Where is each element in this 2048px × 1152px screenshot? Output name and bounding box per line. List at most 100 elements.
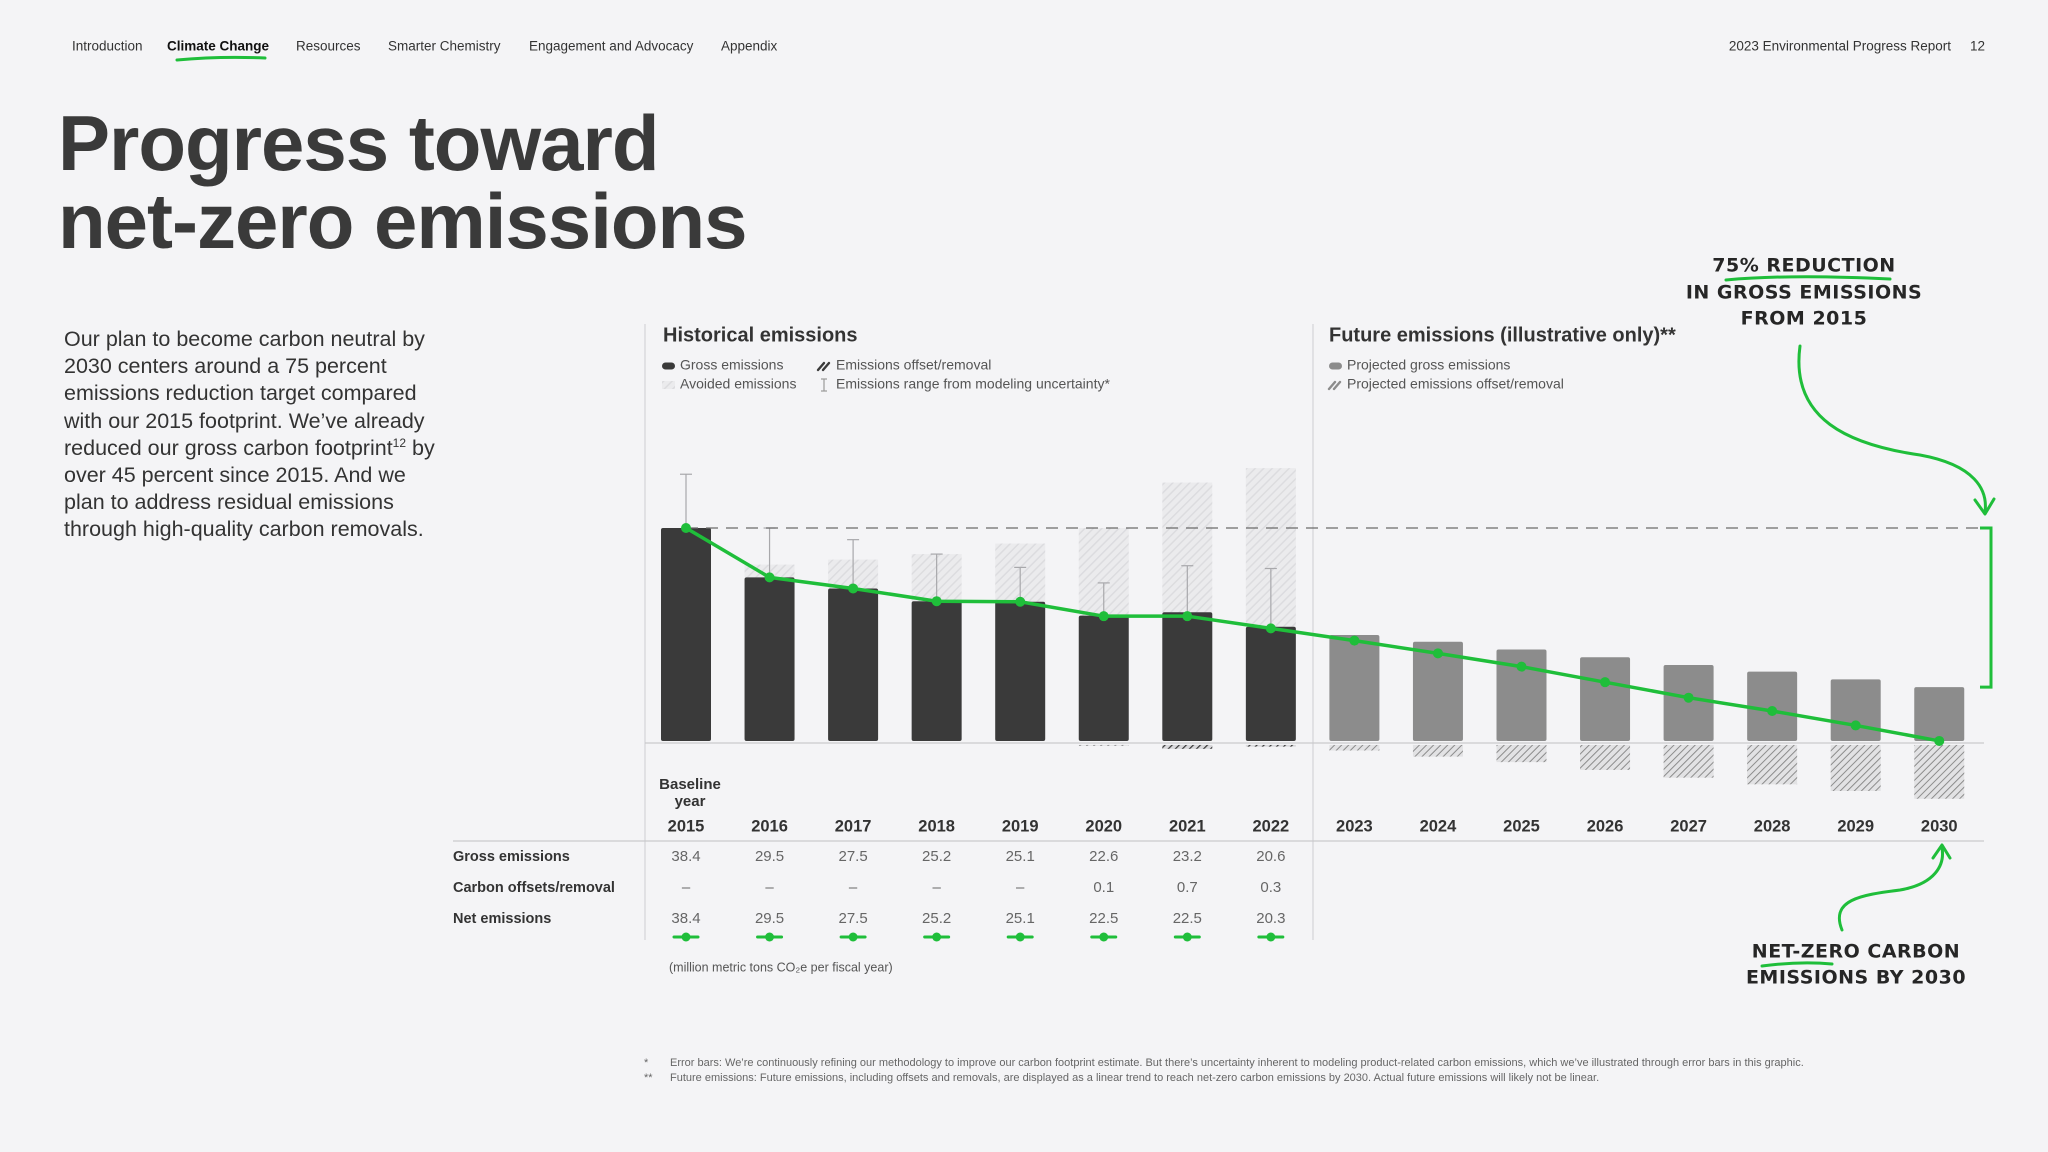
- table-cell: 25.1: [1006, 910, 1035, 927]
- table-cell: 20.3: [1256, 910, 1285, 927]
- table-cell: 22.5: [1089, 910, 1118, 927]
- annotation-arrow: [1837, 846, 1944, 932]
- net-line: [685, 526, 1940, 743]
- x-tick-label: 2023: [1336, 817, 1373, 835]
- annotation: EMISSIONS BY 2030: [1746, 967, 1966, 989]
- projected-offset-bar: [1914, 744, 1965, 799]
- row-label: Carbon offsets/removal: [453, 880, 615, 896]
- projected-gross-bar: [1914, 687, 1965, 741]
- table-cell: 29.5: [755, 848, 784, 865]
- net-marker-dot: [932, 932, 942, 942]
- table-cell: 38.4: [671, 848, 700, 865]
- row-label: Net emissions: [453, 911, 551, 927]
- annotation: FROM 2015: [1741, 308, 1868, 330]
- projected-gross-bar: [1663, 664, 1714, 741]
- gross-bar: [1162, 612, 1213, 741]
- table-cell: 25.1: [1006, 848, 1035, 865]
- gross-bar: [1078, 615, 1129, 741]
- table-cell: 27.5: [838, 910, 867, 927]
- offset-bar: [1078, 744, 1129, 746]
- table-cell: 22.6: [1089, 848, 1118, 865]
- table-cell: 23.2: [1173, 848, 1202, 865]
- projected-gross-bar: [1412, 641, 1463, 741]
- table-cell: –: [682, 879, 691, 896]
- gross-bar: [911, 601, 962, 741]
- nav-item[interactable]: Engagement and Advocacy: [529, 39, 694, 54]
- footnote-mark: *: [644, 1057, 649, 1069]
- legend-hatch: [821, 361, 831, 372]
- projected-offset-bar: [1663, 744, 1714, 778]
- table-cell: –: [849, 879, 858, 896]
- table-cell: 25.2: [922, 910, 951, 927]
- nav-item[interactable]: Resources: [296, 39, 361, 54]
- footnote-mark: **: [644, 1072, 653, 1084]
- footnote: Future emissions: Future emissions, incl…: [670, 1072, 1599, 1084]
- legend-label: Projected gross emissions: [1347, 357, 1510, 373]
- arrow-head: [1931, 843, 1952, 860]
- net-point: [1934, 735, 1945, 746]
- net-point: [764, 572, 775, 583]
- gross-bar: [661, 528, 711, 741]
- gross-bar: [744, 577, 795, 741]
- net-point: [1850, 720, 1861, 731]
- net-marker-dot: [681, 932, 691, 942]
- net-point: [1349, 635, 1360, 646]
- projected-offset-bar: [1496, 744, 1547, 763]
- projected-gross-bar: [1580, 657, 1631, 741]
- legend-hatch: [816, 361, 826, 372]
- net-point: [1600, 677, 1611, 688]
- arrow-head: [1973, 497, 1996, 516]
- projected-offset-bar: [1830, 744, 1881, 791]
- x-tick-label: 2017: [835, 817, 872, 835]
- offset-bar: [1245, 744, 1296, 747]
- gross-bar: [995, 601, 1046, 741]
- nav-item[interactable]: Introduction: [72, 39, 143, 54]
- table-cell: 29.5: [755, 910, 784, 927]
- legend-label: Emissions range from modeling uncertaint…: [836, 376, 1110, 392]
- net-point: [1767, 706, 1778, 717]
- x-tick-label: 2016: [751, 817, 788, 835]
- annotation: IN GROSS EMISSIONS: [1686, 282, 1922, 304]
- nav-item[interactable]: Appendix: [721, 39, 778, 54]
- table-cell: –: [1016, 879, 1025, 896]
- legend-hatch: [1332, 380, 1342, 391]
- baseline-label: Baseline: [659, 776, 721, 793]
- baseline-label: year: [675, 793, 706, 810]
- table-cell: –: [932, 879, 941, 896]
- net-marker-dot: [765, 932, 775, 942]
- unit-note: (million metric tons CO₂e per fiscal yea…: [669, 960, 893, 974]
- net-marker-dot: [848, 932, 858, 942]
- legend-hatch: [1327, 380, 1337, 391]
- x-tick-label: 2029: [1837, 817, 1874, 835]
- x-tick-label: 2024: [1420, 817, 1458, 835]
- table-cell: 0.1: [1093, 879, 1114, 896]
- legend-label: Gross emissions: [680, 357, 783, 373]
- annotation: NET-ZERO CARBON: [1752, 941, 1960, 963]
- net-point: [1098, 611, 1109, 622]
- projected-offset-bar: [1747, 744, 1798, 785]
- x-tick-label: 2021: [1169, 817, 1206, 835]
- table-cell: 27.5: [838, 848, 867, 865]
- net-point: [1182, 611, 1193, 622]
- page-title: net-zero emissions: [58, 177, 747, 265]
- offset-bar: [1162, 744, 1213, 749]
- net-point: [931, 596, 942, 607]
- table-cell: 20.6: [1256, 848, 1285, 865]
- gross-bar: [828, 588, 879, 741]
- projected-gross-bar: [1496, 649, 1547, 741]
- x-tick-label: 2020: [1085, 817, 1122, 835]
- nav-item-active[interactable]: Climate Change: [167, 39, 270, 54]
- legend-swatch: [821, 378, 827, 392]
- net-marker-dot: [1182, 932, 1192, 942]
- nav-item[interactable]: Smarter Chemistry: [388, 39, 501, 54]
- gross-bar: [1245, 626, 1296, 741]
- legend-label: Emissions offset/removal: [836, 357, 991, 373]
- annotation-arrow: [1797, 344, 1987, 514]
- net-point: [1432, 648, 1443, 659]
- net-marker-dot: [1266, 932, 1276, 942]
- table-cell: 38.4: [671, 910, 700, 927]
- projected-gross-bar: [1329, 635, 1380, 741]
- net-point: [1516, 661, 1527, 672]
- reduction-bracket: [1980, 526, 1993, 689]
